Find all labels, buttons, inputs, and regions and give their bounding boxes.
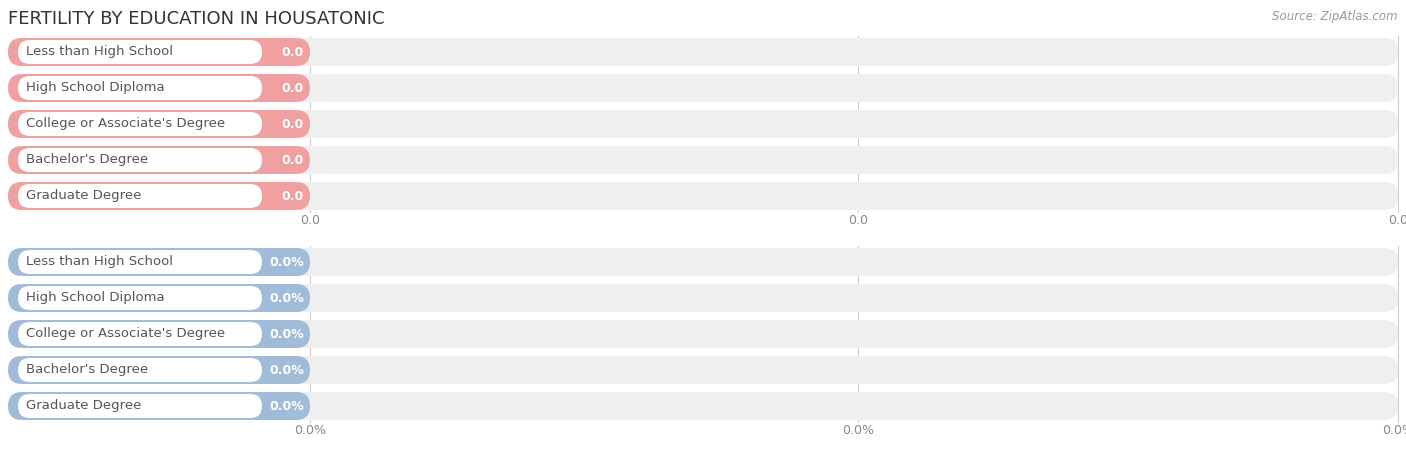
FancyBboxPatch shape xyxy=(8,320,1398,348)
Text: Bachelor's Degree: Bachelor's Degree xyxy=(25,153,148,167)
FancyBboxPatch shape xyxy=(8,182,1398,210)
FancyBboxPatch shape xyxy=(18,358,262,382)
Text: 0.0%: 0.0% xyxy=(270,363,304,377)
Text: 0.0%: 0.0% xyxy=(270,256,304,268)
FancyBboxPatch shape xyxy=(8,38,1398,66)
FancyBboxPatch shape xyxy=(8,38,309,66)
FancyBboxPatch shape xyxy=(8,248,309,276)
Text: 0.0: 0.0 xyxy=(281,153,304,167)
Text: 0.0%: 0.0% xyxy=(842,424,875,437)
FancyBboxPatch shape xyxy=(8,284,1398,312)
FancyBboxPatch shape xyxy=(8,392,1398,420)
Text: 0.0: 0.0 xyxy=(281,82,304,95)
Text: College or Associate's Degree: College or Associate's Degree xyxy=(25,117,225,131)
FancyBboxPatch shape xyxy=(8,356,1398,384)
Text: 0.0: 0.0 xyxy=(848,214,868,227)
Text: College or Associate's Degree: College or Associate's Degree xyxy=(25,327,225,341)
FancyBboxPatch shape xyxy=(8,320,309,348)
Text: 0.0: 0.0 xyxy=(281,46,304,58)
FancyBboxPatch shape xyxy=(8,182,309,210)
FancyBboxPatch shape xyxy=(18,394,262,418)
FancyBboxPatch shape xyxy=(18,40,262,64)
FancyBboxPatch shape xyxy=(8,392,309,420)
Text: 0.0%: 0.0% xyxy=(1382,424,1406,437)
FancyBboxPatch shape xyxy=(18,286,262,310)
FancyBboxPatch shape xyxy=(18,148,262,172)
FancyBboxPatch shape xyxy=(8,74,309,102)
FancyBboxPatch shape xyxy=(18,76,262,100)
Text: 0.0: 0.0 xyxy=(281,117,304,131)
FancyBboxPatch shape xyxy=(18,250,262,274)
Text: 0.0%: 0.0% xyxy=(270,292,304,304)
Text: 0.0: 0.0 xyxy=(1388,214,1406,227)
Text: 0.0%: 0.0% xyxy=(270,327,304,341)
FancyBboxPatch shape xyxy=(8,110,1398,138)
Text: 0.0: 0.0 xyxy=(281,190,304,202)
FancyBboxPatch shape xyxy=(8,356,309,384)
FancyBboxPatch shape xyxy=(8,74,1398,102)
Text: 0.0: 0.0 xyxy=(299,214,321,227)
Text: Less than High School: Less than High School xyxy=(25,46,173,58)
Text: FERTILITY BY EDUCATION IN HOUSATONIC: FERTILITY BY EDUCATION IN HOUSATONIC xyxy=(8,10,384,28)
Text: Graduate Degree: Graduate Degree xyxy=(25,399,142,412)
FancyBboxPatch shape xyxy=(8,146,309,174)
FancyBboxPatch shape xyxy=(18,322,262,346)
FancyBboxPatch shape xyxy=(8,284,309,312)
FancyBboxPatch shape xyxy=(8,146,1398,174)
FancyBboxPatch shape xyxy=(8,248,1398,276)
Text: High School Diploma: High School Diploma xyxy=(25,82,165,95)
Text: Bachelor's Degree: Bachelor's Degree xyxy=(25,363,148,377)
Text: High School Diploma: High School Diploma xyxy=(25,292,165,304)
Text: Graduate Degree: Graduate Degree xyxy=(25,190,142,202)
Text: 0.0%: 0.0% xyxy=(294,424,326,437)
Text: Less than High School: Less than High School xyxy=(25,256,173,268)
FancyBboxPatch shape xyxy=(18,112,262,136)
Text: 0.0%: 0.0% xyxy=(270,399,304,412)
FancyBboxPatch shape xyxy=(8,110,309,138)
Text: Source: ZipAtlas.com: Source: ZipAtlas.com xyxy=(1272,10,1398,23)
FancyBboxPatch shape xyxy=(18,184,262,208)
